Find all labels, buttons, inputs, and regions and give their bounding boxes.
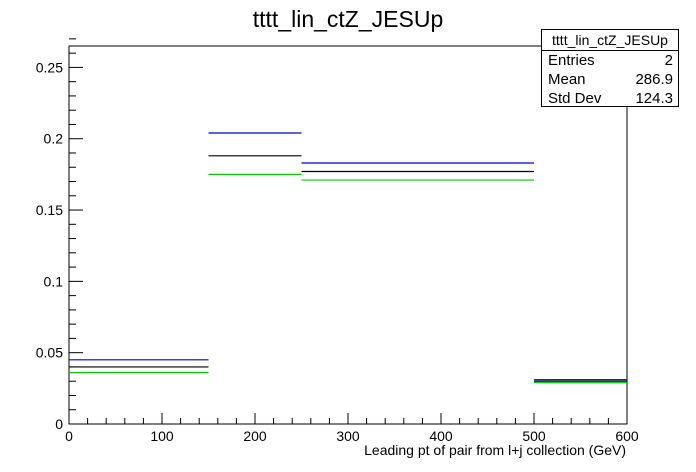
x-tick-label: 0: [65, 428, 73, 444]
y-tick-label: 0.1: [44, 273, 64, 289]
y-tick-label: 0.2: [44, 131, 64, 147]
x-tick-label: 100: [150, 428, 174, 444]
y-tick-label: 0.05: [36, 345, 63, 361]
stats-mean-value: 286.9: [635, 71, 673, 88]
series-group: [69, 132, 627, 384]
stats-mean-row: Mean 286.9: [542, 70, 678, 89]
stats-box: tttt_lin_ctZ_JESUp Entries 2 Mean 286.9 …: [541, 29, 679, 107]
stats-mean-label: Mean: [548, 71, 586, 88]
x-axis-label: Leading pt of pair from l+j collection (…: [364, 442, 626, 458]
y-tick-label: 0: [55, 416, 63, 432]
x-tick-label: 200: [243, 428, 267, 444]
y-tick-label: 0.25: [36, 59, 63, 75]
stats-stddev-row: Std Dev 124.3: [542, 89, 678, 108]
x-tick-label: 400: [429, 428, 453, 444]
stats-entries-row: Entries 2: [542, 51, 678, 70]
stats-entries-label: Entries: [548, 52, 595, 69]
stats-stddev-label: Std Dev: [548, 90, 602, 107]
stats-box-name: tttt_lin_ctZ_JESUp: [542, 30, 678, 51]
x-tick-label: 500: [522, 428, 546, 444]
x-tick-label: 600: [615, 428, 639, 444]
axes: 0 100 200 300 400 500 600 0 0.05 0.1 0.15 0.2 0.25: [36, 38, 639, 444]
chart-title: tttt_lin_ctZ_JESUp: [252, 6, 444, 32]
y-tick-label: 0.15: [36, 202, 63, 218]
stats-entries-value: 2: [664, 52, 673, 69]
x-tick-label: 300: [336, 428, 360, 444]
stats-stddev-value: 124.3: [635, 90, 673, 107]
